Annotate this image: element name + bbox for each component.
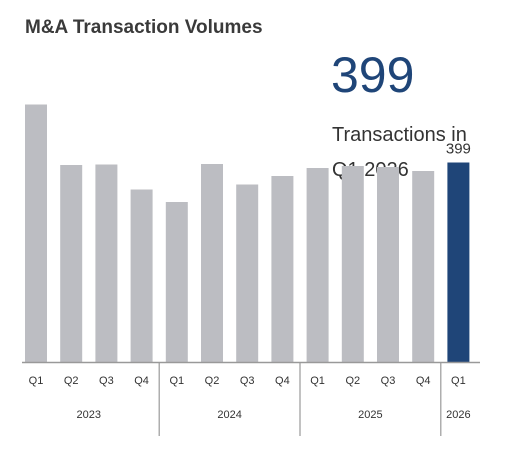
x-tick-label: Q4: [416, 375, 431, 387]
bar-2: [60, 165, 83, 362]
x-tick-label: Q3: [240, 375, 255, 387]
bar-7: [236, 184, 259, 362]
x-tick-label: Q3: [381, 375, 396, 387]
bar-5: [165, 202, 188, 362]
x-tick-label: Q1: [451, 375, 466, 387]
callout-caption-line1: Transactions in: [332, 124, 467, 146]
year-label: 2025: [358, 409, 382, 421]
callout-value: 399: [331, 47, 415, 103]
year-label: 2024: [217, 409, 241, 421]
x-tick-label: Q4: [275, 375, 290, 387]
bar-12: [412, 171, 435, 362]
bar-9: [306, 168, 329, 362]
x-tick-label: Q1: [310, 375, 325, 387]
x-tick-label: Q1: [29, 375, 44, 387]
x-tick-label: Q4: [134, 375, 149, 387]
year-label: 2023: [77, 409, 101, 421]
x-tick-label: Q2: [205, 375, 220, 387]
bar-1: [25, 104, 47, 362]
bar-3: [95, 164, 118, 362]
x-tick-label: Q3: [99, 375, 114, 387]
x-tick-label: Q2: [64, 375, 79, 387]
x-tick-label: Q2: [345, 375, 360, 387]
bar-6: [201, 164, 223, 362]
bar-13: [447, 162, 470, 362]
chart-title: M&A Transaction Volumes: [25, 17, 263, 38]
bar-10: [341, 166, 364, 362]
data-label: 399: [446, 141, 471, 158]
year-label: 2026: [446, 409, 470, 421]
x-tick-label: Q1: [169, 375, 184, 387]
bar-11: [377, 167, 399, 362]
bar-4: [130, 189, 153, 362]
bar-8: [271, 176, 294, 362]
